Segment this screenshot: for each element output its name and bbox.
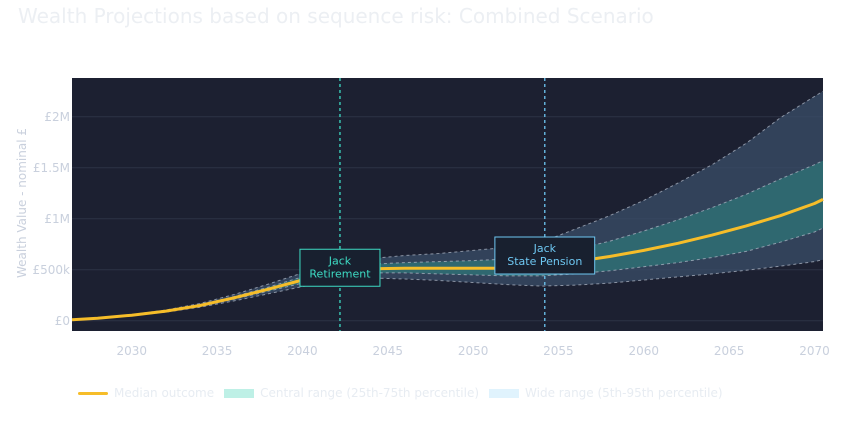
x-tick-label: 2070 <box>799 344 830 358</box>
legend: Median outcome Central range (25th-75th … <box>78 386 733 400</box>
wide-range-upper-edge <box>71 90 824 321</box>
central-range-upper-edge <box>71 160 824 321</box>
x-tick-label: 2055 <box>543 344 574 358</box>
event-label-text: Jack <box>533 242 557 255</box>
x-tick-label: 2045 <box>372 344 403 358</box>
legend-item-wide-range[interactable]: Wide range (5th-95th percentile) <box>489 386 723 400</box>
legend-swatch-central <box>224 388 255 398</box>
event-label-box <box>494 236 596 275</box>
legend-label-wide: Wide range (5th-95th percentile) <box>525 386 723 400</box>
range-bands <box>71 90 824 321</box>
event-label-text: State Pension <box>507 255 582 268</box>
chart-title: Wealth Projections based on sequence ris… <box>18 4 654 28</box>
median-line <box>71 198 824 322</box>
series-lines <box>71 198 824 322</box>
wide-range-lower-edge <box>71 259 824 321</box>
x-axis-ticks: 2030 2035 2040 2045 2050 2055 2060 2065 2070 <box>116 344 829 358</box>
legend-label-central: Central range (25th-75th percentile) <box>260 386 480 400</box>
y-tick-label: £500k <box>33 263 71 277</box>
legend-swatch-wide <box>489 388 520 398</box>
legend-item-central-range[interactable]: Central range (25th-75th percentile) <box>224 386 479 400</box>
event-label-text: Jack <box>328 254 352 267</box>
event-label-box <box>299 248 381 287</box>
x-tick-label: 2065 <box>714 344 745 358</box>
y-tick-label: £2M <box>44 110 70 124</box>
y-axis-ticks: £0 £500k £1M £1.5M £2M <box>33 110 71 328</box>
x-tick-label: 2060 <box>629 344 660 358</box>
y-axis-label: Wealth Value - nominal £ <box>15 128 29 278</box>
legend-label-median: Median outcome <box>114 386 215 400</box>
y-tick-label: £1.5M <box>33 161 70 175</box>
y-tick-label: £1M <box>44 212 70 226</box>
legend-item-median[interactable]: Median outcome <box>78 386 214 400</box>
legend-swatch-median <box>78 391 108 395</box>
x-tick-label: 2050 <box>458 344 489 358</box>
central-range-band <box>72 160 823 320</box>
x-tick-label: 2035 <box>202 344 233 358</box>
x-tick-label: 2030 <box>116 344 147 358</box>
y-tick-label: £0 <box>55 314 70 328</box>
x-tick-label: 2040 <box>287 344 318 358</box>
event-label-text: Retirement <box>309 267 371 280</box>
